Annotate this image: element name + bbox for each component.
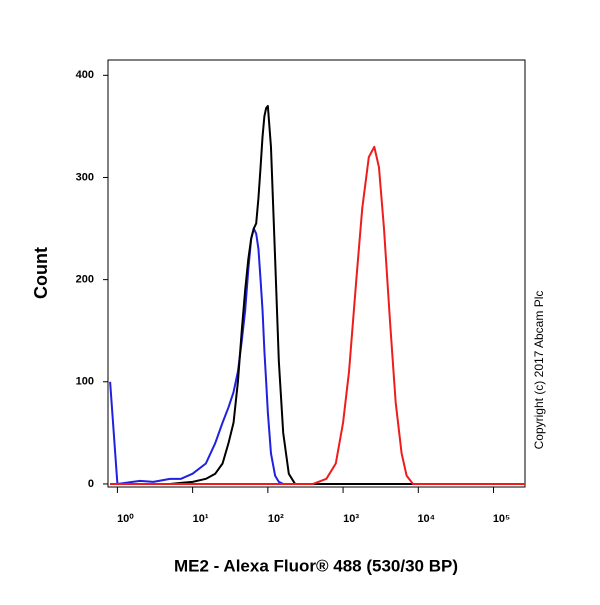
x-tick-label: 10³ (343, 513, 359, 525)
x-tick-label: 10¹ (193, 513, 209, 525)
series-line (109, 227, 525, 485)
x-tick-label: 10² (268, 513, 284, 525)
x-tick-label: 10⁴ (417, 513, 435, 525)
y-tick-label: 200 (76, 274, 94, 286)
x-tick-label: 10⁵ (493, 513, 510, 525)
series-line (110, 104, 525, 485)
y-tick-label: 400 (76, 69, 94, 81)
y-tick-label: 100 (76, 376, 94, 388)
x-tick-label: 10⁰ (117, 513, 134, 525)
copyright-note: Copyright (c) 2017 Abcam Plc (532, 291, 546, 450)
y-tick-label: 300 (76, 171, 94, 183)
y-axis-label: Count (31, 247, 51, 299)
series-line (110, 145, 525, 485)
y-tick-label: 0 (88, 478, 94, 490)
x-axis-label: ME2 - Alexa Fluor® 488 (530/30 BP) (174, 556, 458, 575)
plot-frame (107, 59, 526, 488)
